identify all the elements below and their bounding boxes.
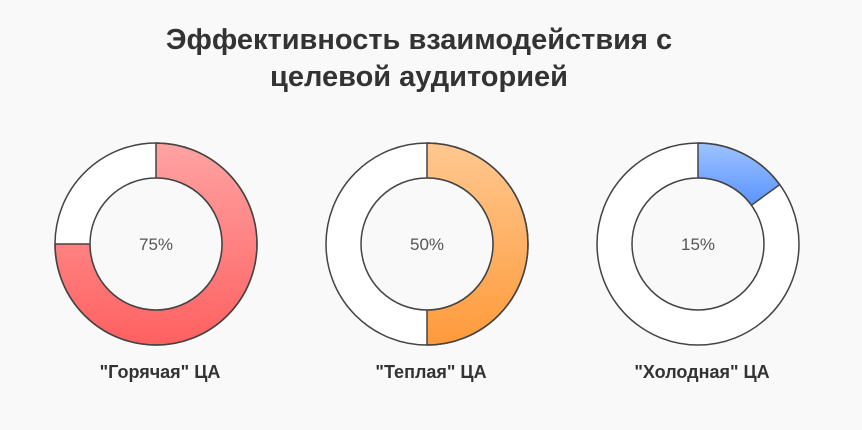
donut-outer-edge: [54, 142, 258, 346]
donut-3: 15% "Холодная" ЦА: [596, 142, 800, 382]
donut-outer-edge: [325, 142, 529, 346]
donut-percent-label: 50%: [410, 235, 444, 254]
chart-title-line-1: Эффективность взаимодействия с: [165, 24, 673, 56]
donut-category-label: "Теплая" ЦА: [375, 362, 486, 382]
chart-title: Эффективность взаимодействия с целевой а…: [0, 22, 838, 96]
donut-category-label: "Горячая" ЦА: [100, 362, 221, 382]
donut-inner-edge: [631, 177, 765, 311]
donut-inner-edge: [89, 177, 223, 311]
donut-percent-label: 15%: [681, 235, 715, 254]
donut-inner-edge: [360, 177, 494, 311]
donut-percent-label: 75%: [139, 235, 173, 254]
donut-1: 75% "Горячая" ЦА: [54, 142, 258, 382]
donut-outer-edge: [596, 142, 800, 346]
donut-2: 50% "Теплая" ЦА: [325, 142, 529, 382]
donut-category-label: "Холодная" ЦА: [634, 362, 769, 382]
chart-title-line-2: целевой аудиторией: [270, 61, 568, 93]
